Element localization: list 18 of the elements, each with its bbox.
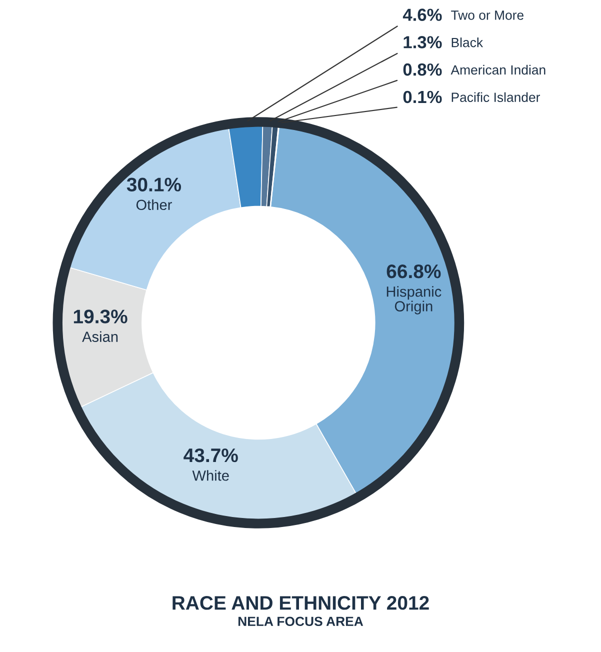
slice-label: Asian: [82, 331, 118, 342]
data-label: 43.7%: [184, 448, 238, 462]
data-label: 0.1%: [403, 90, 442, 104]
slice-label: Other: [136, 199, 172, 210]
data-label: 4.6%: [402, 8, 442, 21]
slice-label: Pacific Islander: [452, 92, 540, 102]
slice-label: Hispanic Origin: [386, 286, 442, 314]
data-label: 19.3%: [74, 310, 128, 324]
slice-label: Two or More: [451, 10, 524, 20]
data-label: 30.1%: [126, 178, 182, 192]
slice-label: Black: [452, 38, 484, 48]
slice-label: White: [192, 470, 229, 481]
data-label: 66.8%: [386, 264, 441, 278]
text: RACE AND ETHNICITY 2012: [172, 596, 429, 610]
data-label: 0.8%: [403, 63, 442, 76]
text: NELA FOCUS AREA: [238, 616, 364, 626]
slice-label: American Indian: [450, 64, 546, 75]
data-label: 1.3%: [404, 36, 442, 48]
